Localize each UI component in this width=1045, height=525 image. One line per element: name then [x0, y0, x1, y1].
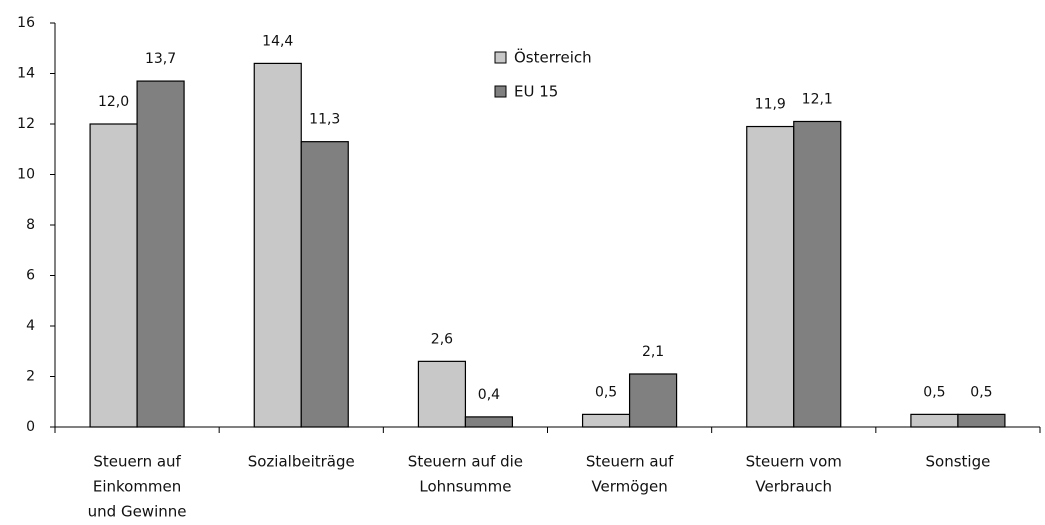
legend-swatch [494, 51, 507, 64]
bar [581, 413, 631, 428]
bar [136, 80, 185, 428]
bar [628, 373, 678, 428]
y-tick-label: 0 [26, 419, 35, 435]
bar [957, 413, 1006, 428]
bar [464, 416, 514, 428]
y-tick-label: 12 [17, 116, 35, 132]
y-tick-label: 2 [26, 369, 35, 385]
y-tick-label: 16 [17, 15, 35, 31]
bar [746, 125, 795, 428]
value-label: 0,5 [970, 384, 992, 400]
bar [910, 413, 959, 428]
bar [89, 123, 138, 428]
value-label: 0,5 [595, 384, 617, 400]
value-label: 2,1 [642, 344, 664, 360]
y-tick-label: 10 [17, 167, 35, 183]
value-label: 13,7 [145, 51, 176, 67]
y-tick-label: 4 [26, 318, 35, 334]
x-tick-label: und Gewinne [88, 503, 187, 521]
value-label: 11,3 [309, 112, 340, 128]
x-tick-label: Steuern auf die [408, 453, 523, 471]
value-label: 2,6 [431, 331, 453, 347]
bar [253, 62, 302, 428]
bar [417, 360, 467, 428]
bar [300, 141, 349, 428]
x-tick-label: Steuern auf [586, 453, 674, 471]
x-tick-label: Einkommen [93, 478, 181, 496]
legend-label: EU 15 [514, 83, 558, 101]
value-label: 12,0 [98, 94, 129, 110]
value-label: 11,9 [755, 97, 786, 113]
x-tick-label: Vermögen [591, 478, 667, 496]
y-tick-label: 8 [26, 217, 35, 233]
x-tick-label: Lohnsumme [419, 478, 511, 496]
x-tick-label: Sonstige [926, 453, 991, 471]
value-label: 12,1 [802, 91, 833, 107]
x-tick-label: Steuern auf [93, 453, 181, 471]
bar [793, 120, 842, 428]
x-tick-label: Steuern vom [746, 453, 842, 471]
y-tick-label: 6 [26, 268, 35, 284]
legend-swatch [494, 85, 507, 98]
value-label: 14,4 [262, 33, 293, 49]
y-tick-label: 14 [17, 66, 35, 82]
x-tick-label: Verbrauch [755, 478, 832, 496]
value-label: 0,5 [923, 384, 945, 400]
legend-label: Österreich [514, 48, 592, 67]
value-label: 0,4 [478, 387, 500, 403]
x-tick-label: Sozialbeiträge [248, 453, 355, 471]
